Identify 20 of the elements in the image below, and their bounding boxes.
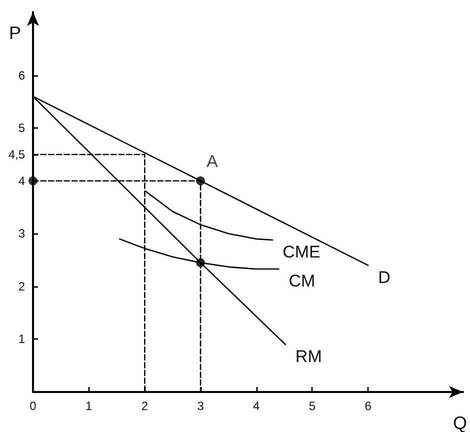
annotation: A bbox=[206, 152, 219, 171]
x-tick-label: 1 bbox=[86, 399, 92, 413]
y-tick-label: 2 bbox=[18, 279, 26, 294]
y-tick-label: 1 bbox=[18, 332, 26, 346]
series-label: CME bbox=[282, 242, 320, 262]
y-tick-label: 4 bbox=[18, 174, 26, 188]
x-tick-label: 0 bbox=[30, 399, 37, 413]
series-label: D bbox=[378, 268, 390, 287]
y-tick-label: 6 bbox=[18, 68, 26, 82]
x-tick-label: 4 bbox=[253, 399, 260, 413]
x-tick-label: 2 bbox=[141, 399, 148, 413]
series-label: CM bbox=[288, 272, 316, 291]
series-label: RM bbox=[295, 347, 322, 366]
x-tick-label: 6 bbox=[364, 399, 372, 413]
y-tick-label: 5 bbox=[18, 121, 26, 136]
y-axis-title: P bbox=[8, 23, 21, 43]
x-tick-label: 5 bbox=[308, 399, 316, 413]
x-tick-label: 3 bbox=[197, 399, 204, 413]
y-tick-label: 4,5 bbox=[8, 148, 26, 162]
y-tick-label: 3 bbox=[18, 226, 26, 241]
